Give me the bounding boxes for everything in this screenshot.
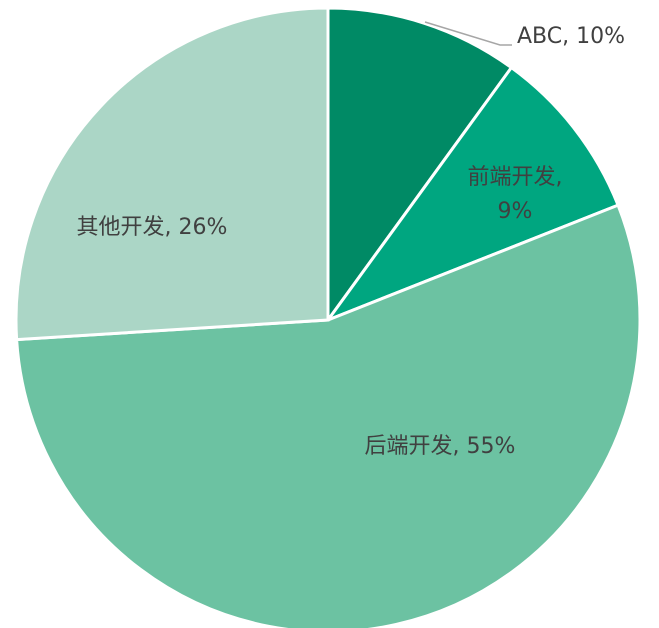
label-value: 26%	[179, 215, 228, 240]
label-value: 55%	[467, 434, 516, 459]
pie-slice	[14, 6, 330, 342]
data-label: 前端开发, 9%	[467, 165, 562, 224]
label-separator: ,	[165, 215, 172, 240]
label-category: 其他开发	[77, 215, 165, 240]
leader-line	[424, 21, 512, 46]
pie-slice	[323, 65, 621, 324]
data-label: ABC, 10%	[517, 24, 625, 49]
label-value: 10%	[576, 24, 625, 49]
label-separator: ,	[562, 24, 569, 49]
label-separator: ,	[556, 165, 563, 190]
data-label: 其他开发, 26%	[77, 215, 228, 240]
label-category: 前端开发	[467, 165, 555, 190]
label-category: 后端开发	[365, 434, 453, 459]
pie-slice	[326, 6, 514, 325]
pie-slice	[15, 203, 642, 628]
label-category: ABC	[517, 24, 562, 49]
label-separator: ,	[453, 434, 460, 459]
label-value: 9%	[498, 199, 533, 224]
data-label: 后端开发, 55%	[365, 434, 516, 459]
